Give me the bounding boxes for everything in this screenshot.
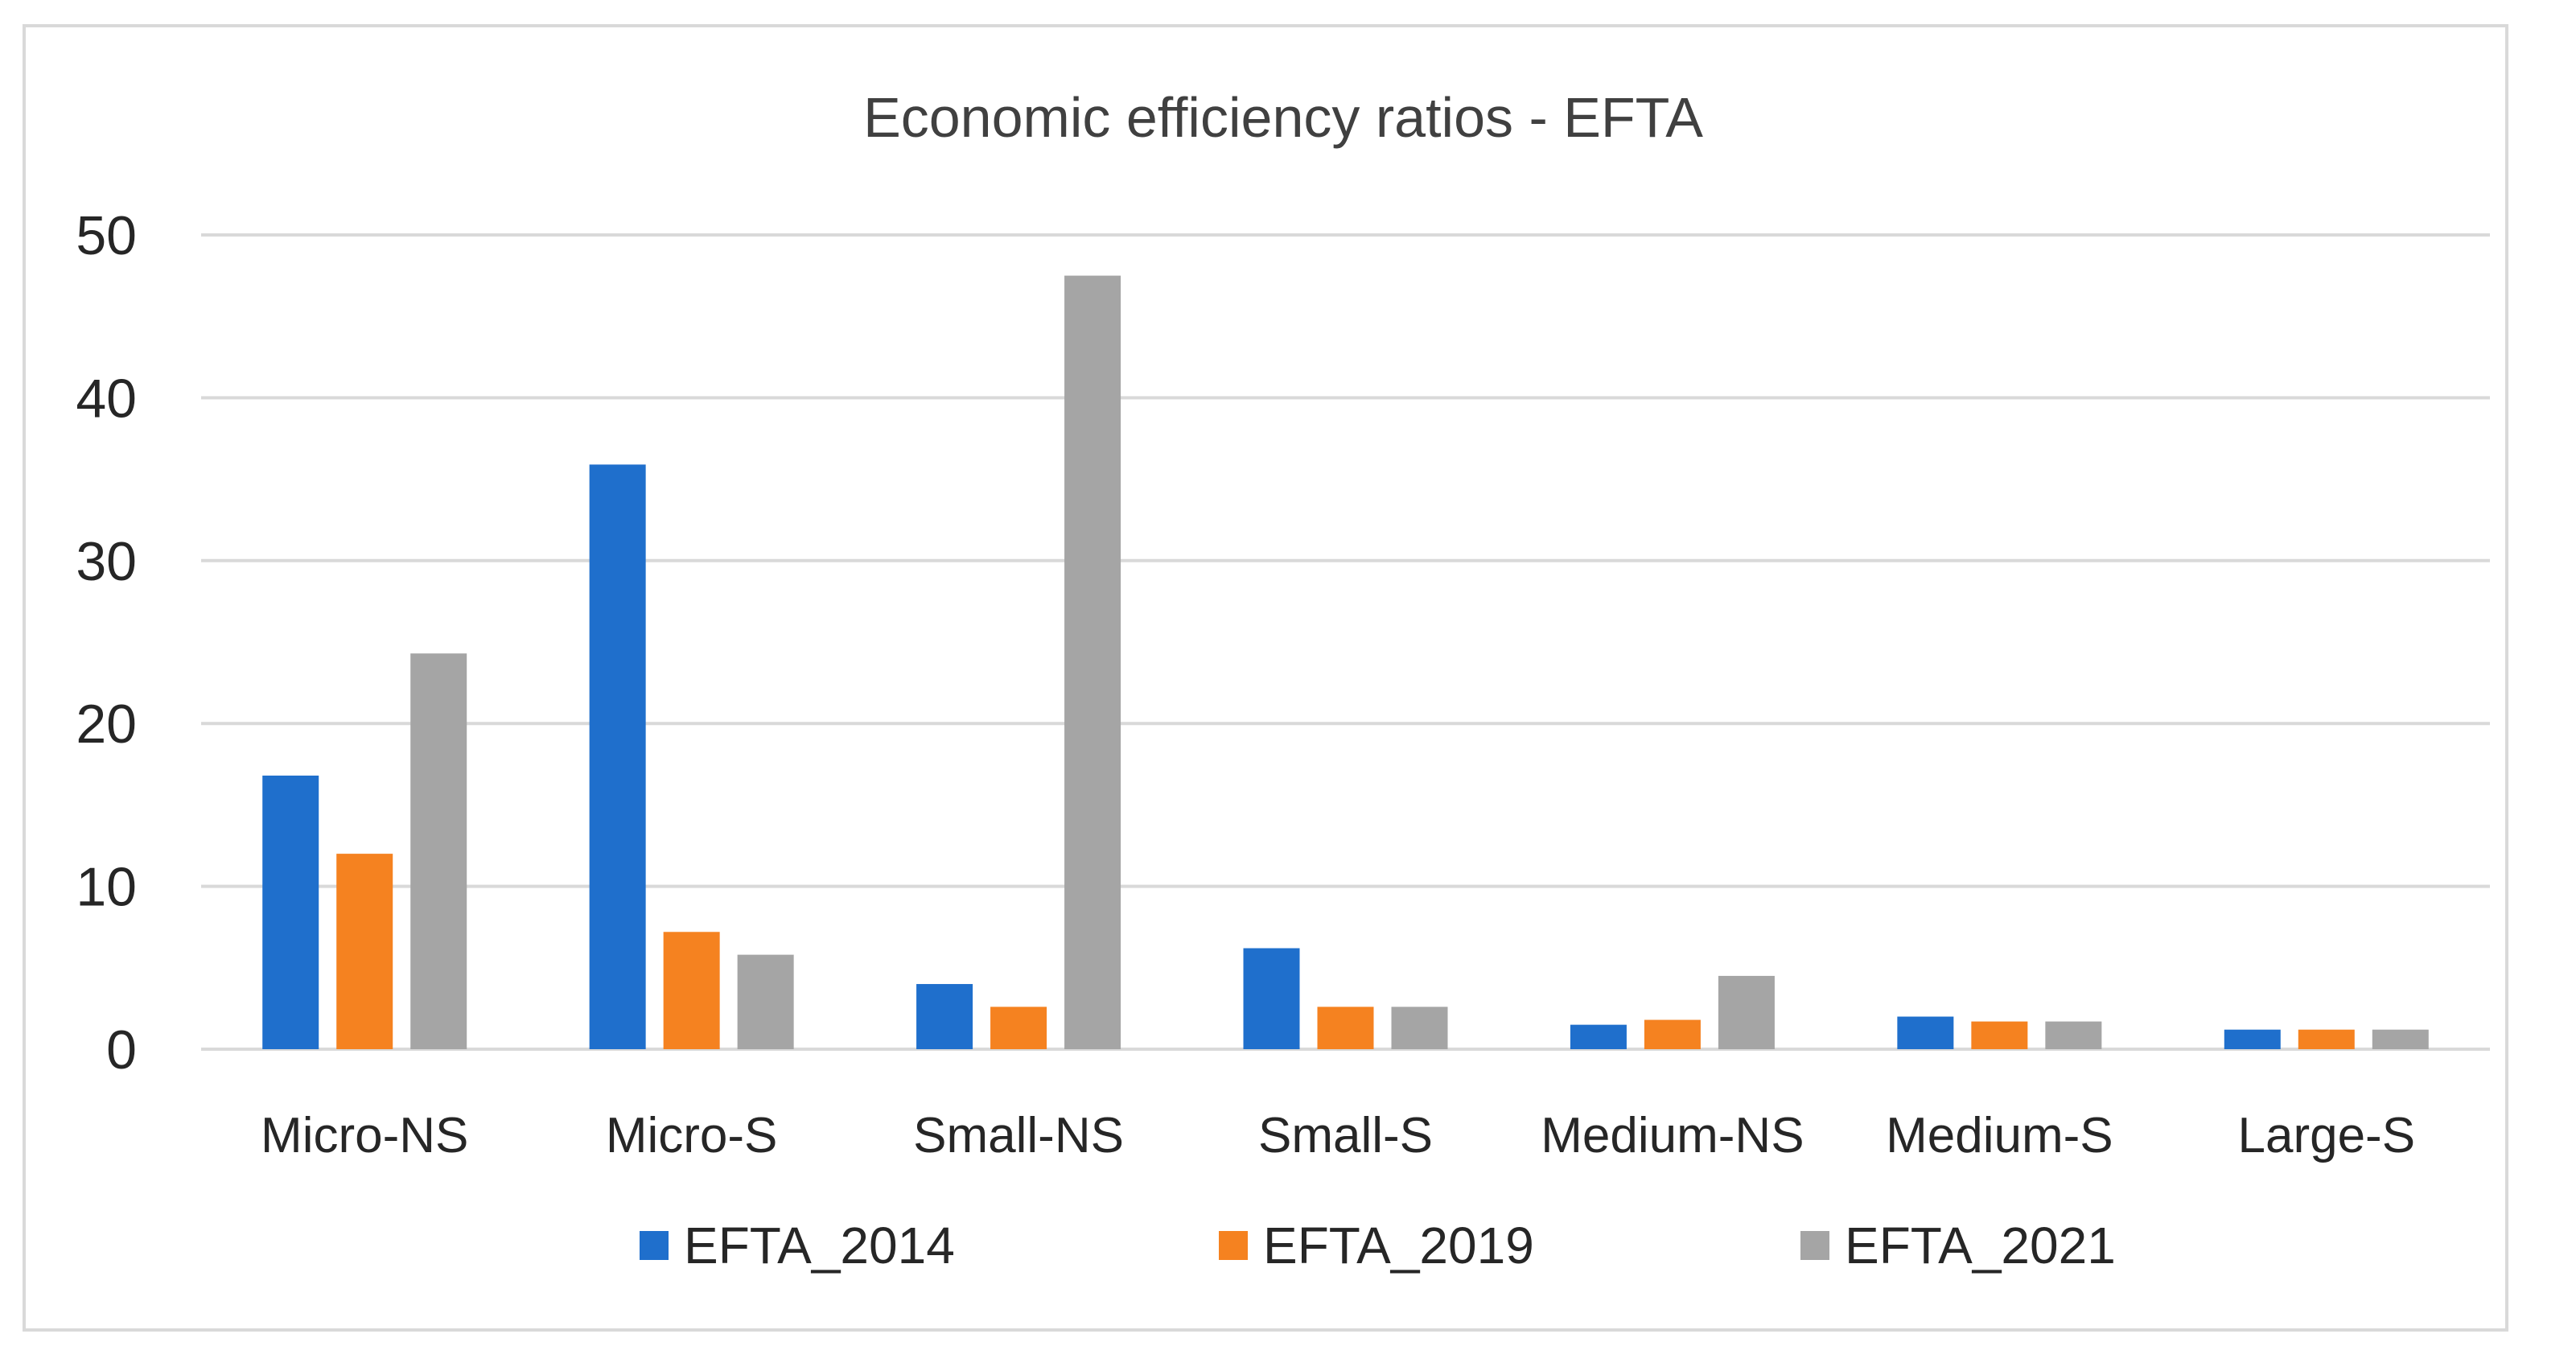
bar-efta-2014-medium-ns [1570,1024,1627,1049]
bar-efta-2021-medium-s [2045,1021,2102,1049]
legend-label: EFTA_2014 [684,1217,955,1274]
bar-efta-2014-small-s [1243,948,1300,1049]
bar-efta-2014-micro-s [589,464,646,1049]
y-tick-label: 10 [76,857,137,918]
legend: EFTA_2014 EFTA_2019 EFTA_2021 [640,1217,2116,1274]
bar-efta-2021-small-s [1391,1007,1448,1049]
grid-layer [201,233,2490,1051]
x-tick-label: Micro-NS [261,1108,468,1163]
y-tick-label: 30 [76,531,137,592]
x-tick-label: Small-S [1258,1108,1433,1163]
bar-efta-2019-micro-ns [336,854,393,1049]
bar-efta-2019-large-s [2298,1029,2355,1049]
y-tick-label: 20 [76,694,137,755]
x-tick-label: Medium-NS [1541,1108,1804,1163]
bar-efta-2014-large-s [2224,1029,2281,1049]
bar-efta-2014-small-ns [916,984,973,1049]
bar-efta-2019-medium-s [1971,1021,2028,1049]
bar-efta-2019-micro-s [663,932,720,1049]
bar-efta-2019-small-ns [990,1007,1047,1049]
x-tick-label: Medium-S [1886,1108,2113,1163]
legend-label: EFTA_2021 [1845,1217,2116,1274]
bar-efta-2021-large-s [2372,1029,2429,1049]
chart-title: Economic efficiency ratios - EFTA [863,86,1703,149]
x-tick-label: Large-S [2237,1108,2415,1163]
y-tick-label: 50 [76,205,137,266]
bar-efta-2021-micro-ns [410,653,467,1049]
legend-swatch-efta-2021 [1800,1231,1829,1260]
legend-swatch-efta-2019 [1219,1231,1248,1260]
legend-swatch-efta-2014 [640,1231,669,1260]
x-tick-label: Micro-S [606,1108,778,1163]
y-axis-ticks: 0 10 20 30 40 50 [76,205,137,1081]
bar-efta-2021-medium-ns [1718,975,1775,1049]
bar-efta-2014-medium-s [1897,1016,1954,1049]
bar-efta-2021-small-ns [1064,275,1121,1050]
bars [262,275,2429,1050]
y-tick-label: 40 [76,368,137,429]
y-tick-label: 0 [106,1019,137,1081]
legend-label: EFTA_2019 [1263,1217,1534,1274]
bar-efta-2021-micro-s [737,954,794,1049]
bar-efta-2019-small-s [1317,1007,1374,1049]
x-tick-label: Small-NS [913,1108,1124,1163]
x-axis-ticks: Micro-NS Micro-S Small-NS Small-S Medium-NS M… [261,1108,2415,1163]
bar-efta-2014-micro-ns [262,775,319,1049]
bar-efta-2019-medium-ns [1644,1019,1701,1049]
